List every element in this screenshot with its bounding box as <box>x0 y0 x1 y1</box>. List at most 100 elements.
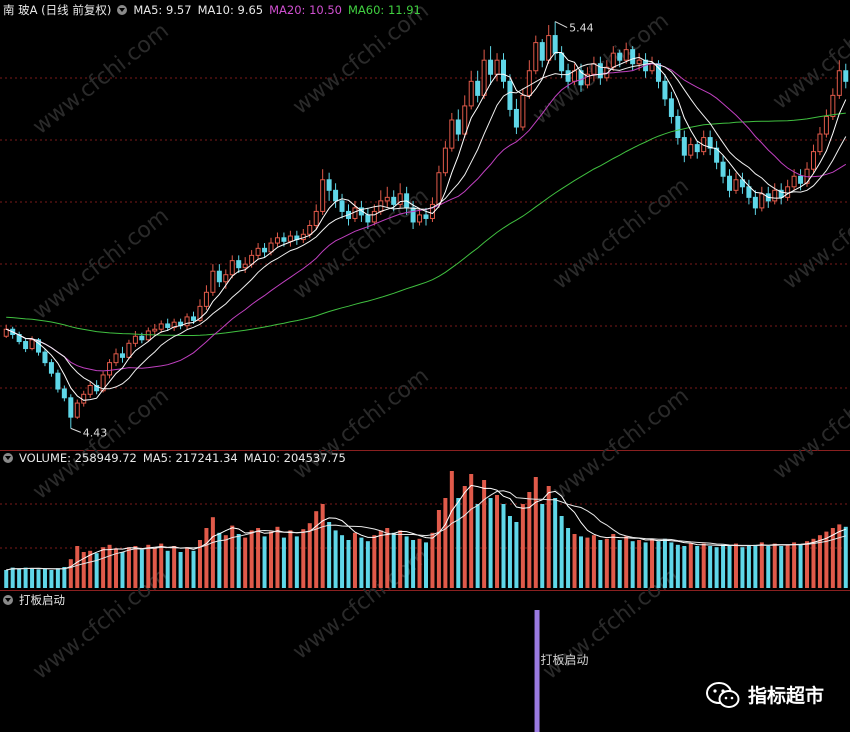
candle-body <box>119 353 125 358</box>
price-panel-header: 南 玻A (日线 前复权) MA5: 9.57 MA10: 9.65 MA20:… <box>3 2 421 18</box>
volume-bar <box>792 542 797 588</box>
candle-body <box>165 323 171 328</box>
volume-bar <box>824 531 829 588</box>
volume-bar <box>527 492 532 588</box>
volume-bar <box>714 547 719 588</box>
candle-body <box>662 80 668 100</box>
volume-bar <box>630 541 635 588</box>
ma5-line <box>6 52 847 401</box>
candle-body <box>274 237 280 244</box>
wechat-icon <box>705 681 740 708</box>
volume-bar <box>55 568 60 588</box>
volume-bar <box>462 486 467 588</box>
candle-body <box>94 384 100 392</box>
volume-bar <box>637 540 642 588</box>
candle-body <box>236 260 242 269</box>
volume-bar <box>62 567 67 588</box>
candle-body <box>242 263 248 269</box>
watermark-text: www.cfchi.com <box>768 0 850 115</box>
dropdown-icon[interactable] <box>117 5 128 15</box>
volume-bar <box>785 544 790 588</box>
candle-body <box>436 172 442 205</box>
dropdown-icon[interactable] <box>3 595 13 605</box>
volume-bar <box>75 546 80 588</box>
ma20-value: MA20: 10.50 <box>269 3 342 17</box>
candle-body <box>533 42 539 72</box>
watermark-text: www.cfchi.com <box>768 363 850 484</box>
candle-body <box>513 108 519 128</box>
indicator-title: 打板启动 <box>19 593 65 607</box>
volume-bar <box>262 536 267 588</box>
candle-body <box>36 339 42 353</box>
volume-bar <box>94 553 99 588</box>
volume-bar <box>42 568 47 588</box>
volume-value: VOLUME: 258949.72 <box>19 451 137 465</box>
candle-body <box>591 63 597 75</box>
volume-bar <box>559 516 564 588</box>
ma10-line <box>6 62 847 390</box>
candle-body <box>468 80 474 107</box>
stock-title[interactable]: 南 玻A (日线 前复权) <box>3 3 112 17</box>
watermark-text: www.cfchi.com <box>28 18 173 139</box>
volume-bar <box>359 537 364 588</box>
candle-body <box>559 52 565 72</box>
volume-bar <box>385 528 390 588</box>
volume-bar <box>391 532 396 588</box>
volume-bar <box>475 504 480 588</box>
candle-body <box>191 316 197 321</box>
volume-bar <box>159 543 164 588</box>
volume-bar <box>604 538 609 588</box>
candle-body <box>714 147 720 163</box>
candle-body <box>649 63 655 72</box>
volume-bar <box>126 547 131 588</box>
candle-body <box>29 339 35 350</box>
volume-bar <box>49 570 54 588</box>
volume-bar <box>811 538 816 588</box>
volume-bar <box>30 568 35 588</box>
volume-bar <box>4 570 9 588</box>
candle-body <box>772 189 778 202</box>
volume-bar <box>733 543 738 588</box>
watermark-text: www.cfchi.com <box>548 383 693 504</box>
volume-bar <box>598 540 603 588</box>
candle-body <box>268 242 274 253</box>
volume-bar <box>288 530 293 588</box>
candle-body <box>152 328 158 332</box>
volume-bar <box>340 535 345 588</box>
volume-bar <box>805 541 810 588</box>
volume-bar <box>230 525 235 588</box>
volume-bar <box>327 522 332 588</box>
candle-body <box>339 200 345 212</box>
candle-body <box>526 70 532 96</box>
candle-body <box>307 224 313 235</box>
candle-body <box>100 374 106 392</box>
candle-body <box>636 59 642 65</box>
volume-ma10-line <box>6 490 846 571</box>
volume-bar <box>294 536 299 588</box>
candle-body <box>81 393 87 404</box>
candle-body <box>216 270 222 283</box>
low-marker <box>70 427 81 433</box>
candle-body <box>184 316 190 327</box>
dropdown-icon[interactable] <box>3 453 13 463</box>
candle-body <box>74 402 80 418</box>
volume-bar <box>585 537 590 588</box>
candle-body <box>145 330 151 341</box>
volume-bar <box>307 523 312 588</box>
candle-body <box>688 144 694 156</box>
candle-body <box>23 341 29 350</box>
candle-body <box>423 214 429 219</box>
volume-bar <box>320 504 325 588</box>
volume-bar <box>197 540 202 588</box>
candle-body <box>55 372 61 390</box>
candle-body <box>210 270 216 293</box>
volume-bar <box>533 477 538 588</box>
candle-body <box>442 147 448 174</box>
candle-body <box>462 105 468 135</box>
volume-bar <box>662 538 667 588</box>
candle-body <box>203 291 209 307</box>
volume-bar <box>566 528 571 588</box>
volume-bar <box>417 538 422 588</box>
